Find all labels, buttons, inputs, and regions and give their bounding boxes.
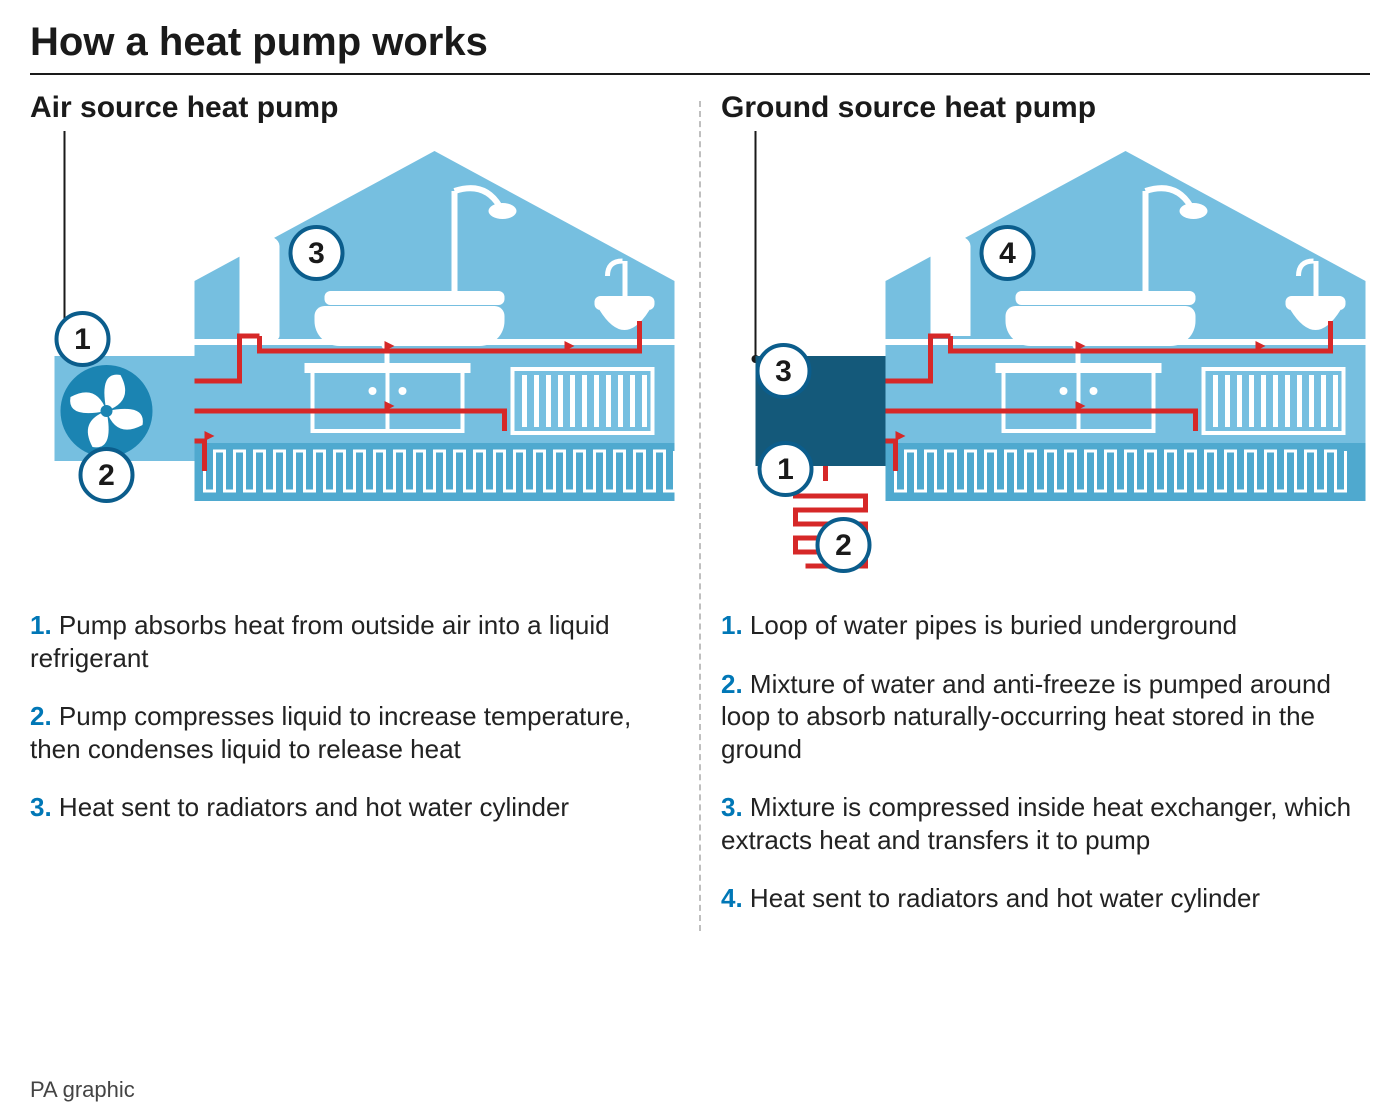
svg-text:1: 1 — [777, 453, 794, 486]
air-source-svg: 1 2 3 — [30, 131, 679, 581]
left-diagram: 1 2 3 — [30, 131, 679, 581]
right-column: Ground source heat pump — [701, 91, 1370, 941]
right-step-4: 4. Heat sent to radiators and hot water … — [721, 882, 1370, 915]
ground-source-svg: 1 2 3 4 — [721, 131, 1370, 581]
left-step-1: 1. Pump absorbs heat from outside air in… — [30, 609, 679, 674]
right-step-1: 1. Loop of water pipes is buried undergr… — [721, 609, 1370, 642]
right-subtitle: Ground source heat pump — [721, 91, 1370, 125]
svg-text:3: 3 — [308, 237, 325, 270]
left-steps: 1. Pump absorbs heat from outside air in… — [30, 609, 679, 824]
right-diagram: 1 2 3 4 — [721, 131, 1370, 581]
right-step-2: 2. Mixture of water and anti-freeze is p… — [721, 668, 1370, 766]
page-title: How a heat pump works — [30, 20, 1370, 65]
right-steps: 1. Loop of water pipes is buried undergr… — [721, 609, 1370, 915]
svg-text:4: 4 — [999, 237, 1016, 270]
credit-text: PA graphic — [30, 1077, 135, 1103]
columns-container: Air source heat pump — [30, 91, 1370, 941]
svg-text:1: 1 — [74, 323, 91, 356]
left-subtitle: Air source heat pump — [30, 91, 679, 125]
right-step-3: 3. Mixture is compressed inside heat exc… — [721, 791, 1370, 856]
svg-text:2: 2 — [835, 529, 852, 562]
left-step-3: 3. Heat sent to radiators and hot water … — [30, 791, 679, 824]
left-column: Air source heat pump — [30, 91, 699, 941]
svg-text:2: 2 — [98, 459, 115, 492]
left-step-2: 2. Pump compresses liquid to increase te… — [30, 700, 679, 765]
svg-text:3: 3 — [775, 355, 792, 388]
title-divider — [30, 73, 1370, 75]
